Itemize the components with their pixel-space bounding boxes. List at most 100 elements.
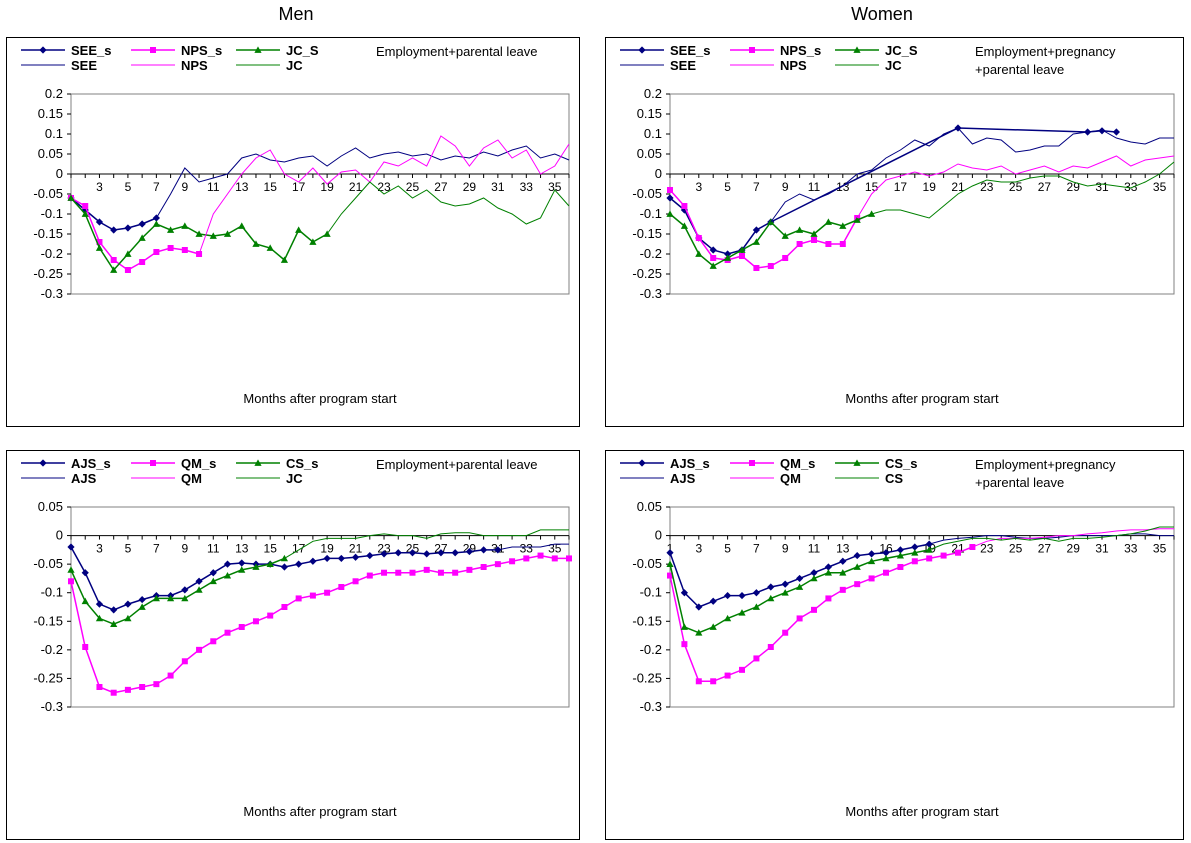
chart-svg-women-bottom: 0.050-0.05-0.1-0.15-0.2-0.25-0.31 3 5 7 9 11 1… <box>620 456 1175 819</box>
data-point-QM_s <box>955 549 961 556</box>
data-point-CS_s <box>167 594 175 602</box>
data-point-QM_s <box>854 581 861 588</box>
x-tick-label: 11 <box>207 180 220 194</box>
y-tick-label: -0.2 <box>640 642 662 657</box>
data-point-NPS_s <box>695 235 702 241</box>
data-point-AJS_s <box>408 549 417 557</box>
chart-panel-women-top: 0.2 0.15 0.1 0.05 0 -0.05 -0.1 -0.15 -0.2 -0.25 -0… <box>605 37 1184 427</box>
y-tick-label: -0.3 <box>41 286 63 301</box>
data-point-AJS_s <box>724 591 732 600</box>
data-point-QM_s <box>124 686 131 693</box>
data-point-NPS_s <box>110 257 117 263</box>
data-point-CS_s <box>181 594 189 602</box>
chart-annotation: Employment+pregnancy <box>975 457 1116 472</box>
data-point-AJS_s <box>209 569 217 577</box>
data-point-NPS_s <box>667 187 673 193</box>
legend-label-JC: JC <box>885 58 902 73</box>
y-tick-label: -0.25 <box>632 670 662 685</box>
data-point-JC_S <box>839 222 847 229</box>
x-tick-label: 25 <box>406 180 420 194</box>
y-tick-label: -0.3 <box>41 699 63 714</box>
data-point-CS_s <box>680 623 688 630</box>
chart-annotation: Employment+parental leave <box>376 457 538 472</box>
legend-marker-CS_s <box>853 459 861 466</box>
data-point-AJS_s <box>796 574 804 583</box>
data-point-AJS_s <box>337 554 345 563</box>
legend-label-SEE: SEE <box>670 58 696 73</box>
data-point-NPS_s <box>753 265 760 271</box>
series-line-CS_s <box>70 557 285 625</box>
data-point-AJS_s <box>451 549 459 557</box>
x-tick-label: 17 <box>894 180 908 194</box>
data-point-QM_s <box>911 558 918 565</box>
data-point-JC_S <box>680 222 688 229</box>
data-point-SEE_s <box>110 226 118 234</box>
x-tick-label: 13 <box>836 542 850 556</box>
data-point-AJS_s <box>181 586 189 594</box>
data-point-NPS_s <box>167 245 174 251</box>
x-tick-label: 5 <box>125 542 132 556</box>
x-tick-label: 25 <box>1009 542 1023 556</box>
data-point-AJS_s <box>223 560 232 568</box>
legend-label-QM_s: QM_s <box>181 456 216 471</box>
x-tick-label: 15 <box>264 180 278 194</box>
legend-label-CS: CS <box>885 471 903 486</box>
legend-label-QM: QM <box>780 471 801 486</box>
data-point-QM_s <box>267 612 274 619</box>
legend-marker-AJS_s <box>638 459 646 467</box>
x-tick-label: 29 <box>1067 542 1081 556</box>
data-point-QM_s <box>381 569 388 576</box>
data-point-JC_S <box>181 222 189 229</box>
data-point-JC_S <box>238 222 246 229</box>
x-axis-label: Months after program start <box>243 804 397 819</box>
data-point-AJS_s <box>295 560 303 568</box>
legend-label-NPS: NPS <box>780 58 807 73</box>
x-tick-label: 29 <box>463 180 477 194</box>
data-point-CS_s <box>110 620 118 628</box>
data-point-QM_s <box>753 655 760 662</box>
data-point-QM_s <box>494 561 501 568</box>
data-point-QM_s <box>452 569 459 576</box>
y-tick-label: -0.3 <box>640 699 662 714</box>
data-point-QM_s <box>153 681 160 688</box>
series-line-NPS <box>856 155 1175 219</box>
series-line-NPS_s <box>70 197 200 271</box>
data-point-AJS_s <box>138 595 146 604</box>
data-point-NPS_s <box>96 239 103 245</box>
legend-marker-JC_S <box>254 46 262 53</box>
data-point-AJS_s <box>67 543 75 551</box>
y-tick-label: 0.1 <box>45 126 63 141</box>
y-tick-label: -0.2 <box>41 246 63 261</box>
data-point-AJS_s <box>110 606 118 614</box>
x-tick-label: 9 <box>782 542 789 556</box>
data-point-NPS_s <box>796 241 803 247</box>
legend-label-SEE_s: SEE_s <box>670 43 710 58</box>
chart-svg-men-top: 0.2 0.15 0.1 0.05 0 -0.05 -0.1 -0.15 -0.2 -0.25 -0… <box>21 43 570 406</box>
y-tick-label: 0.05 <box>38 146 63 161</box>
data-point-AJS_s <box>309 557 317 565</box>
data-point-JC_S <box>796 226 804 233</box>
data-point-QM_s <box>395 569 402 576</box>
data-point-JC_S <box>152 220 160 227</box>
x-tick-label: 5 <box>724 180 731 194</box>
y-tick-label: -0.25 <box>33 266 63 281</box>
x-tick-label: 3 <box>96 180 103 194</box>
data-point-JC_S <box>724 254 732 261</box>
series-line-QM_s <box>669 546 973 683</box>
data-point-QM_s <box>68 578 74 585</box>
data-point-JC_S <box>195 230 203 237</box>
data-point-QM_s <box>224 629 231 636</box>
data-point-NPS_s <box>181 247 188 253</box>
x-tick-label: 11 <box>808 180 821 194</box>
data-point-QM_s <box>480 564 487 570</box>
data-point-JC_S <box>124 250 132 257</box>
data-point-CS_s <box>266 560 274 568</box>
data-point-CS_s <box>911 549 919 556</box>
data-point-CS_s <box>223 571 232 579</box>
x-tick-label: 19 <box>320 180 334 194</box>
chart-annotation: +parental leave <box>975 62 1064 77</box>
data-point-SEE_s <box>95 218 104 226</box>
series-line-JC <box>326 181 570 235</box>
data-point-QM_s <box>181 658 188 665</box>
data-point-CS_s <box>124 614 132 622</box>
